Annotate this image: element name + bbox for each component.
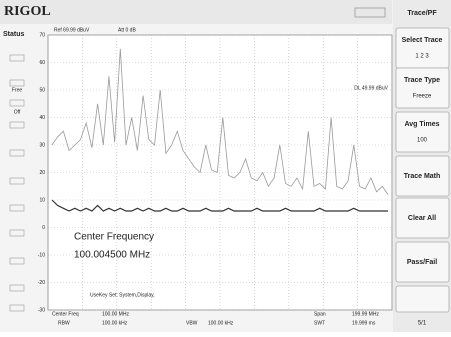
menu-button[interactable] — [395, 197, 450, 239]
menu-button[interactable] — [395, 111, 450, 153]
display-line-label: DL 49.99 dBuV — [354, 85, 388, 91]
footer-span-label: Span — [314, 311, 326, 317]
status-label: Off — [14, 109, 21, 115]
y-tick-label: 50 — [39, 87, 45, 93]
menu-button-label: Trace Math — [404, 173, 441, 180]
status-icon — [9, 204, 25, 212]
status-icon — [9, 304, 25, 312]
attenuation: Att 0 dB — [118, 27, 136, 33]
menu-button-value: 1 2 3 — [415, 54, 429, 60]
status-icon — [9, 121, 25, 129]
y-tick-label: -30 — [38, 307, 45, 313]
menu-button-value: 100 — [417, 138, 428, 144]
battery-icon — [354, 7, 386, 18]
trace — [51, 48, 389, 195]
menu-button-value: Freeze — [413, 94, 432, 100]
menu-button-label: Clear All — [408, 215, 436, 222]
footer-center-label: Center Freq — [52, 311, 79, 317]
status-label: Free — [12, 87, 23, 93]
y-tick-label: 20 — [39, 170, 45, 176]
menu-button[interactable] — [395, 241, 450, 283]
top-bar — [0, 0, 392, 24]
overlay-caption: Center Frequency — [74, 232, 154, 243]
userkey-info: UseKey Set: System,Display, — [90, 292, 155, 298]
footer-vbw-label: VBW — [186, 320, 198, 326]
menu-button[interactable] — [395, 27, 450, 69]
menu-button-label: Select Trace — [402, 37, 443, 44]
footer-span-value: 199.99 MHz — [352, 311, 379, 317]
status-icon — [9, 149, 25, 157]
status-icon — [9, 257, 25, 265]
y-tick-label: -20 — [38, 280, 45, 286]
y-tick-label: 10 — [39, 197, 45, 203]
trace — [51, 199, 388, 212]
y-tick-label: 30 — [39, 142, 45, 148]
status-icon — [9, 177, 25, 185]
y-tick-label: 60 — [39, 60, 45, 66]
menu-button[interactable] — [395, 67, 450, 109]
status-icon — [9, 99, 25, 107]
status-icon — [9, 284, 25, 292]
menu-button[interactable] — [395, 155, 450, 197]
menu-button-label: Pass/Fail — [407, 259, 437, 266]
footer-rbw-label: RBW — [58, 320, 70, 326]
logo: RIGOL — [4, 4, 51, 19]
footer-swt-value: 19.999 ms — [352, 320, 376, 326]
menu-button-label: Trace Type — [404, 77, 440, 84]
status-title: Status — [3, 31, 25, 38]
menu-title: Trace/PF — [407, 10, 437, 17]
footer-vbw-value: 100.00 kHz — [208, 320, 234, 326]
menu-button-label: Avg Times — [404, 121, 439, 128]
footer-swt-label: SWT — [314, 320, 325, 326]
status-icon — [9, 79, 25, 87]
status-icon — [9, 54, 25, 62]
y-tick-label: -10 — [38, 252, 45, 258]
footer-rbw-value: 100.00 kHz — [102, 320, 128, 326]
y-tick-label: 0 — [42, 225, 45, 231]
status-icon — [9, 229, 25, 237]
overlay-value: 100.004500 MHz — [74, 250, 150, 261]
y-tick-label: 40 — [39, 115, 45, 121]
menu-page: 5/1 — [418, 321, 427, 327]
footer-center-value: 100.00 MHz — [102, 311, 129, 317]
menu-button-empty — [395, 285, 450, 313]
ref-level: Ref 69.99 dBuV — [54, 27, 90, 33]
y-tick-label: 70 — [39, 32, 45, 38]
